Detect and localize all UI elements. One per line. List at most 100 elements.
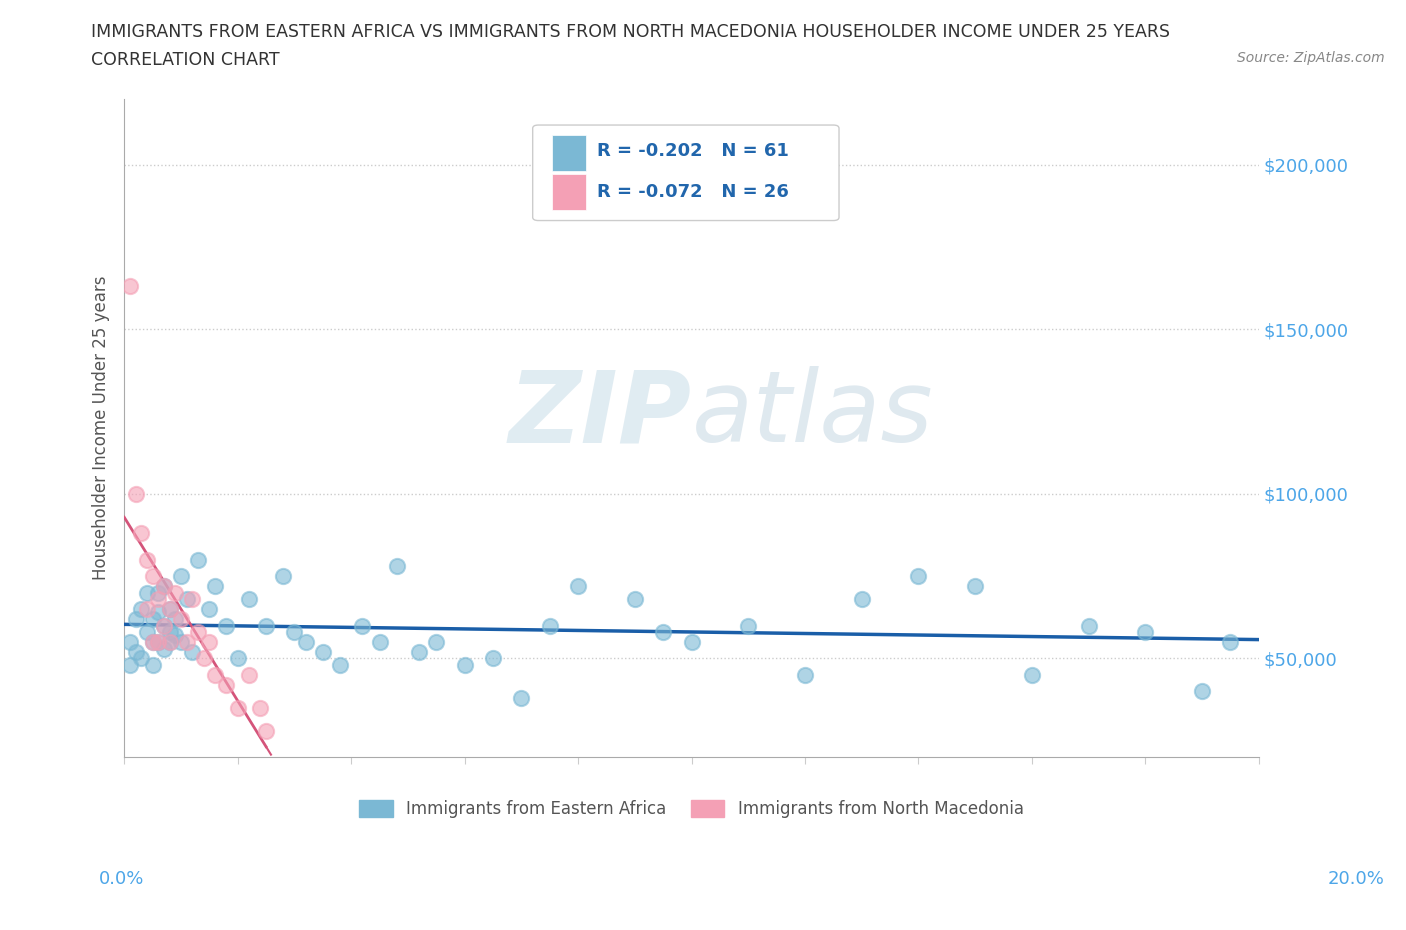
Point	[1219, 634, 1241, 649]
Text: 0.0%: 0.0%	[98, 870, 143, 887]
Point	[129, 526, 152, 541]
Point	[135, 552, 157, 567]
Point	[249, 700, 271, 715]
Point	[165, 585, 187, 600]
Point	[385, 559, 408, 574]
Point	[159, 602, 181, 617]
Point	[142, 612, 165, 627]
Point	[153, 641, 176, 656]
Point	[681, 634, 703, 649]
Point	[176, 591, 198, 606]
Text: CORRELATION CHART: CORRELATION CHART	[91, 51, 280, 69]
Point	[142, 634, 165, 649]
Point	[129, 602, 152, 617]
Point	[254, 724, 277, 738]
Point	[153, 578, 176, 593]
Point	[254, 618, 277, 633]
Point	[408, 644, 430, 659]
Text: R = -0.202   N = 61: R = -0.202 N = 61	[598, 141, 789, 160]
Point	[148, 634, 170, 649]
Point	[538, 618, 561, 633]
Point	[159, 625, 181, 640]
Point	[215, 677, 238, 692]
Point	[226, 651, 249, 666]
Point	[204, 668, 226, 683]
Point	[148, 604, 170, 619]
Text: 20.0%: 20.0%	[1329, 870, 1385, 887]
Point	[312, 644, 335, 659]
Point	[148, 634, 170, 649]
Point	[129, 651, 152, 666]
Point	[193, 651, 215, 666]
Point	[153, 618, 176, 633]
Point	[510, 691, 533, 706]
FancyBboxPatch shape	[553, 135, 586, 171]
Point	[159, 634, 181, 649]
Point	[142, 634, 165, 649]
Point	[238, 668, 260, 683]
Text: IMMIGRANTS FROM EASTERN AFRICA VS IMMIGRANTS FROM NORTH MACEDONIA HOUSEHOLDER IN: IMMIGRANTS FROM EASTERN AFRICA VS IMMIGR…	[91, 23, 1170, 41]
Legend: Immigrants from Eastern Africa, Immigrants from North Macedonia: Immigrants from Eastern Africa, Immigran…	[353, 793, 1031, 825]
Point	[283, 625, 305, 640]
Point	[181, 591, 204, 606]
Point	[142, 569, 165, 584]
Point	[294, 634, 316, 649]
FancyBboxPatch shape	[553, 174, 586, 210]
Point	[153, 618, 176, 633]
Point	[352, 618, 374, 633]
Point	[215, 618, 238, 633]
Point	[329, 658, 352, 672]
Point	[1077, 618, 1099, 633]
Point	[187, 552, 209, 567]
Point	[124, 486, 146, 501]
Point	[118, 279, 141, 294]
Text: R = -0.072   N = 26: R = -0.072 N = 26	[598, 183, 789, 202]
Point	[124, 612, 146, 627]
Point	[153, 578, 176, 593]
Point	[118, 634, 141, 649]
Text: atlas: atlas	[692, 366, 934, 463]
Point	[198, 634, 221, 649]
Point	[124, 644, 146, 659]
Point	[159, 602, 181, 617]
Point	[482, 651, 505, 666]
Point	[159, 634, 181, 649]
Point	[907, 569, 929, 584]
Point	[148, 591, 170, 606]
Point	[204, 578, 226, 593]
Point	[170, 634, 193, 649]
Point	[135, 625, 157, 640]
Point	[148, 585, 170, 600]
Point	[135, 602, 157, 617]
Point	[198, 602, 221, 617]
Point	[271, 569, 294, 584]
Point	[170, 612, 193, 627]
Point	[652, 625, 675, 640]
Point	[851, 591, 873, 606]
Point	[1191, 684, 1213, 698]
Point	[238, 591, 260, 606]
Point	[425, 634, 447, 649]
Point	[118, 658, 141, 672]
Point	[187, 625, 209, 640]
Point	[794, 668, 817, 683]
FancyBboxPatch shape	[533, 125, 839, 220]
Point	[170, 569, 193, 584]
Point	[453, 658, 475, 672]
Point	[176, 634, 198, 649]
Point	[135, 585, 157, 600]
Point	[623, 591, 645, 606]
Point	[1135, 625, 1157, 640]
Y-axis label: Householder Income Under 25 years: Householder Income Under 25 years	[93, 275, 110, 580]
Point	[181, 644, 204, 659]
Text: Source: ZipAtlas.com: Source: ZipAtlas.com	[1237, 51, 1385, 65]
Point	[737, 618, 759, 633]
Point	[368, 634, 391, 649]
Point	[226, 700, 249, 715]
Point	[567, 578, 589, 593]
Point	[165, 612, 187, 627]
Text: ZIP: ZIP	[509, 366, 692, 463]
Point	[1021, 668, 1043, 683]
Point	[965, 578, 987, 593]
Point	[165, 628, 187, 643]
